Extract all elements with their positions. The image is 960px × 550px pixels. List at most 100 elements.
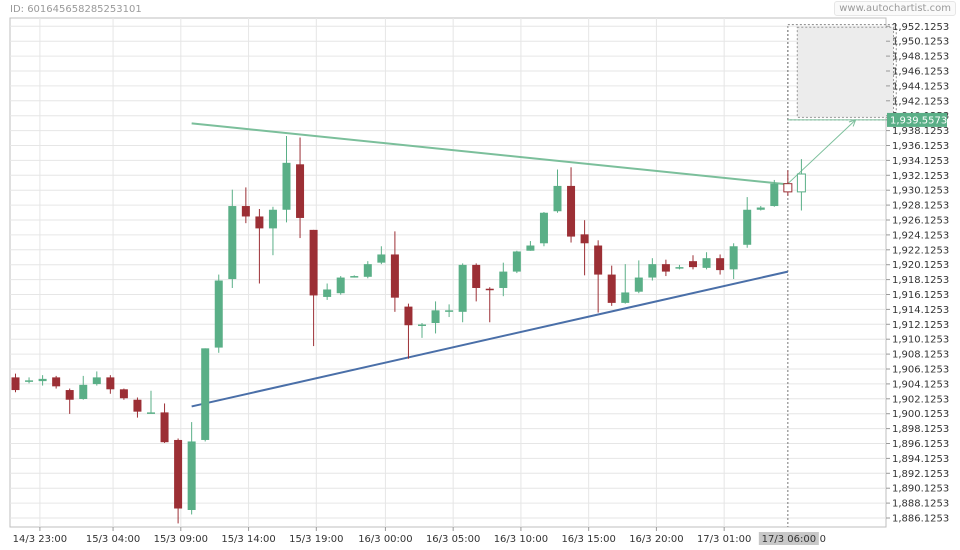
y-tick-label: 1,910.1253 (892, 335, 949, 346)
y-tick-label: 1,892.1253 (892, 469, 949, 480)
candle-body (11, 377, 20, 391)
candle-body (214, 280, 223, 348)
candle-body (431, 310, 440, 323)
x-tick-label: 16/3 15:00 (561, 534, 615, 545)
y-tick-label: 1,904.1253 (892, 379, 949, 390)
candle-body (729, 246, 738, 270)
candle-body (174, 439, 183, 509)
candle-body (675, 267, 684, 269)
target-zone-area (796, 26, 895, 118)
x-tick-label: 17/3 01:00 (697, 534, 751, 545)
candle-body (661, 264, 670, 272)
candle-body (79, 384, 88, 399)
forecast-candle-body (783, 183, 793, 193)
candle-body (309, 229, 318, 296)
candle-body (119, 389, 128, 399)
candle-body (499, 271, 508, 288)
candle-body (228, 206, 237, 280)
target-zone-layer (787, 24, 897, 527)
y-tick-label: 1,902.1253 (892, 394, 949, 405)
y-tick-label: 1,896.1253 (892, 439, 949, 450)
y-tick-label: 1,950.1253 (892, 37, 949, 48)
candle-body (648, 264, 657, 278)
candle-body (594, 245, 603, 275)
y-tick-label: 1,906.1253 (892, 365, 949, 376)
candle-body (377, 254, 386, 263)
candle-body (323, 289, 332, 297)
candle-body (133, 399, 142, 412)
x-tick-label: 16/3 00:00 (358, 534, 412, 545)
y-tick-label: 1,908.1253 (892, 350, 949, 361)
candle-body (187, 441, 196, 510)
y-tick-label: 1,944.1253 (892, 81, 949, 92)
candle-body (472, 264, 481, 288)
candle-body (634, 277, 643, 292)
candle-body (363, 264, 372, 277)
x-tick-label: 16/3 10:00 (494, 534, 548, 545)
y-tick-label: 1,888.1253 (892, 499, 949, 510)
chart-id-label: ID: 601645658285253101 (10, 4, 142, 15)
y-tick-label: 1,934.1253 (892, 156, 949, 167)
brand-watermark[interactable]: www.autochartist.com (834, 1, 956, 16)
candle-body (106, 377, 115, 390)
current-time-tag (758, 532, 819, 545)
candle-body (621, 292, 630, 303)
support-line (191, 270, 789, 408)
candle-body (458, 264, 467, 312)
y-tick-label: 1,924.1253 (892, 230, 949, 241)
y-tick-label: 1,914.1253 (892, 305, 949, 316)
candle-body (241, 206, 250, 217)
resistance-line (191, 122, 788, 186)
y-tick-label: 1,898.1253 (892, 424, 949, 435)
candle-body (268, 209, 277, 229)
y-tick-label: 1,886.1253 (892, 514, 949, 525)
y-tick-label: 1,912.1253 (892, 320, 949, 331)
current-time-suffix: 0 (820, 534, 826, 545)
x-tick-label: 16/3 20:00 (629, 534, 683, 545)
candle-body (25, 380, 34, 382)
y-tick-label: 1,948.1253 (892, 52, 949, 63)
candle-body (92, 377, 101, 385)
y-tick-label: 1,928.1253 (892, 201, 949, 212)
y-tick-label: 1,918.1253 (892, 275, 949, 286)
candle-body (404, 306, 413, 326)
candle-body (390, 254, 399, 298)
forecast-arrow-line (787, 119, 856, 185)
y-tick-label: 1,916.1253 (892, 290, 949, 301)
candle-body (743, 209, 752, 245)
candle-body (756, 207, 765, 210)
candle-body (147, 412, 155, 414)
y-tick-label: 1,926.1253 (892, 216, 949, 227)
candle-body (716, 258, 725, 271)
candle-body (418, 324, 426, 326)
y-tick-label: 1,920.1253 (892, 260, 949, 271)
candle-body (52, 377, 61, 387)
axis-layer: 1,952.1253 1,950.1253 1,948.1253 1,946.1253… (13, 22, 949, 545)
candle-body (567, 185, 576, 237)
y-tick-label: 1,932.1253 (892, 171, 949, 182)
x-tick-label: 15/3 04:00 (86, 534, 140, 545)
y-tick-label: 1,938.1253 (892, 126, 949, 137)
candle-body (553, 185, 562, 212)
y-tick-label: 1,942.1253 (892, 96, 949, 107)
current-time-label: 17/3 06:00 (762, 534, 816, 545)
x-tick-label: 15/3 19:00 (289, 534, 343, 545)
candle-body (160, 412, 169, 443)
y-tick-label: 1,930.1253 (892, 186, 949, 197)
candle-body (539, 212, 548, 244)
candle-body (255, 216, 264, 229)
x-tick-label: 16/3 05:00 (426, 534, 480, 545)
current-price-tag (887, 112, 947, 127)
candle-body (445, 310, 454, 312)
y-tick-label: 1,952.1253 (892, 22, 949, 33)
candle-body (702, 258, 711, 268)
candle-body (350, 276, 359, 278)
candle-body (65, 390, 74, 400)
candle-layer (11, 136, 806, 524)
y-tick-label: 1,890.1253 (892, 484, 949, 495)
candle-body (485, 288, 494, 291)
candle-body (296, 164, 305, 218)
candle-body (580, 234, 589, 244)
candle-body (201, 348, 210, 440)
